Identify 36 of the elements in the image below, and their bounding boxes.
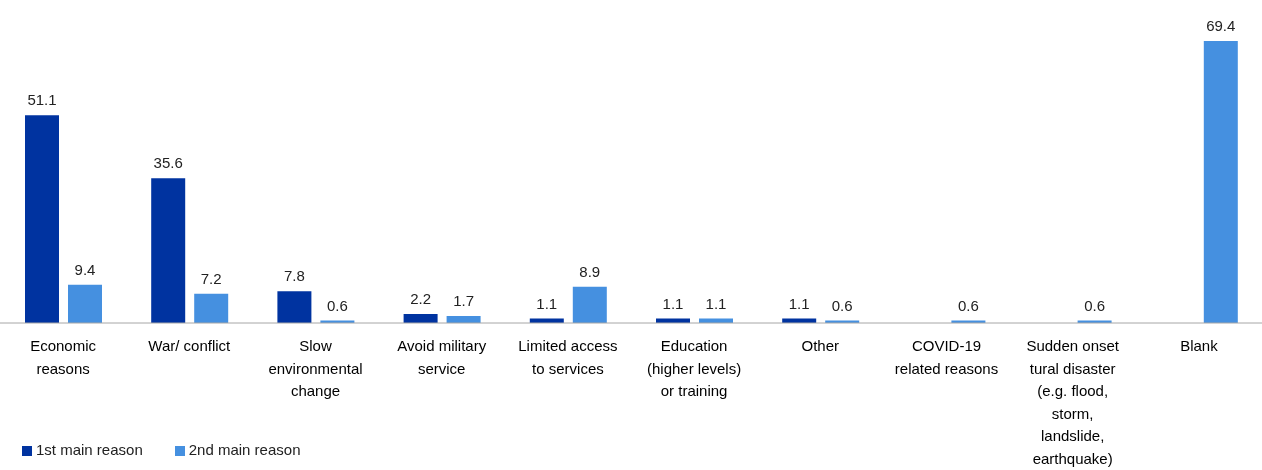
x-tick-label: Sudden onset tural disaster (e.g. flood, storm, landslide, earthquake) [1026, 337, 1120, 467]
x-tick-label: Blank [1180, 337, 1219, 354]
data-label: 1.7 [453, 292, 475, 310]
data-label: 0.6 [831, 296, 853, 314]
data-label: 7.2 [200, 269, 222, 287]
data-label: 51.1 [27, 91, 57, 109]
bar [277, 291, 312, 323]
data-label: 2.2 [410, 290, 432, 308]
data-label: 69.4 [1206, 17, 1236, 34]
data-label: 9.4 [74, 260, 96, 278]
x-tick-label: Economic reasons [30, 337, 97, 377]
bar [68, 284, 102, 323]
data-label: 1.1 [705, 294, 727, 312]
bar [25, 115, 59, 323]
data-label: 8.9 [579, 262, 601, 280]
x-tick-label: Limited access to services [518, 337, 618, 377]
bar [572, 286, 607, 323]
data-label: 0.6 [326, 296, 348, 314]
data-label: 35.6 [153, 154, 183, 172]
x-tick-label: COVID-19 related reasons [894, 337, 999, 377]
data-label: 1.1 [788, 294, 810, 312]
x-tick-label: Avoid military service [397, 337, 487, 377]
x-tick-label: War/ conflict [148, 337, 232, 354]
bar [194, 293, 229, 323]
data-label: 7.8 [283, 267, 305, 285]
x-tick-label: Education (higher levels) or training [646, 337, 742, 399]
bar [1203, 41, 1238, 323]
legend-label: 1st main reason [36, 441, 143, 458]
x-tick-label: Slow environmental change [268, 337, 363, 399]
bar [151, 178, 186, 323]
data-label: 0.6 [1084, 296, 1106, 314]
data-label: 0.6 [957, 296, 979, 314]
data-label: 1.1 [536, 294, 558, 312]
x-tick-label: Other [801, 337, 840, 354]
legend-label: 2nd main reason [188, 441, 301, 458]
data-label: 1.1 [662, 294, 684, 312]
